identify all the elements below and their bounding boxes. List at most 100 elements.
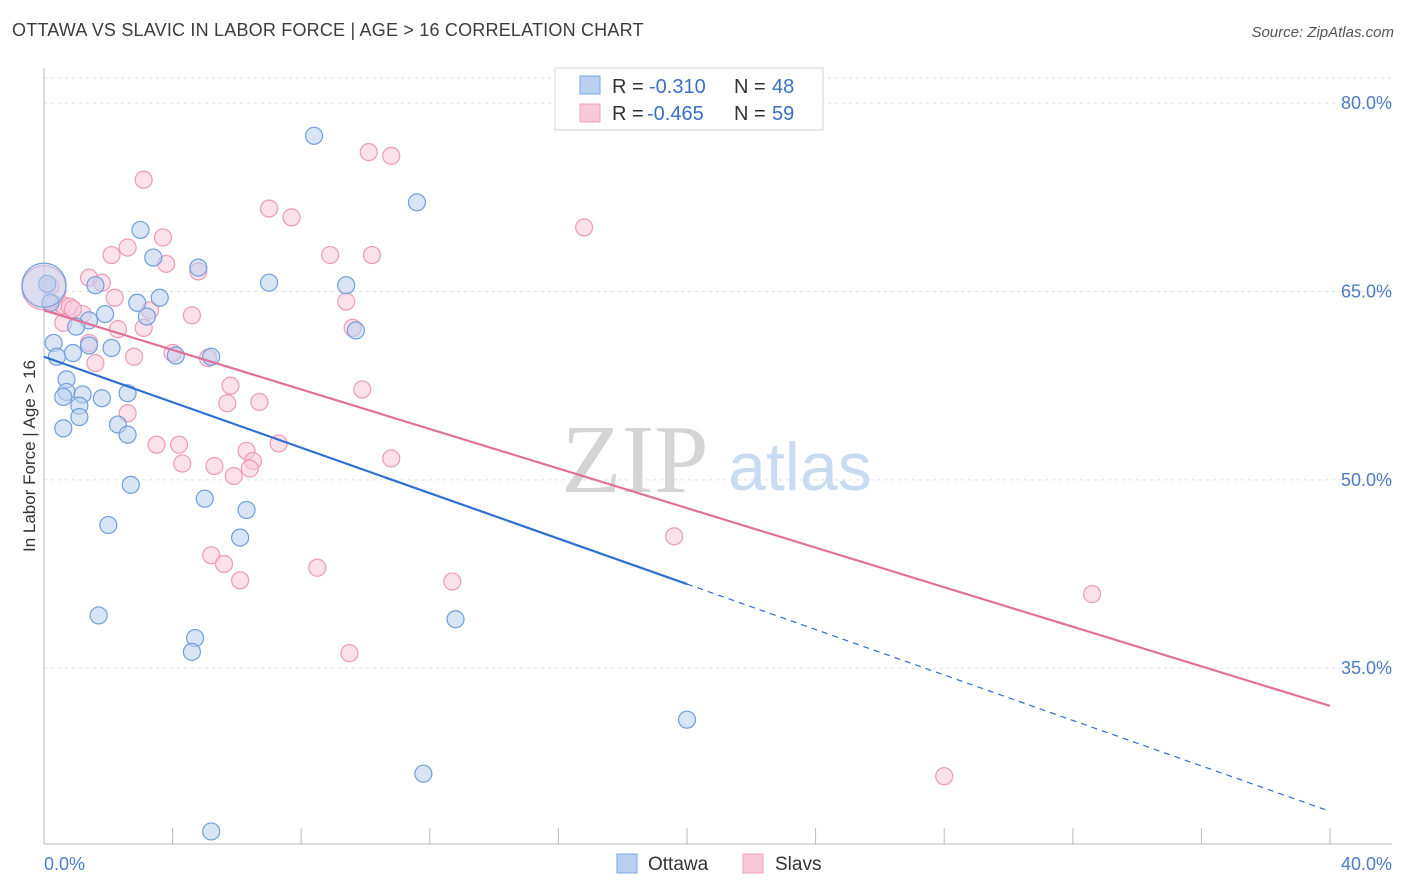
ottawa-point xyxy=(182,642,201,661)
slavs-point xyxy=(321,245,340,265)
ottawa-point xyxy=(202,822,221,841)
slavs-trend-line xyxy=(43,309,1331,707)
slavs-point xyxy=(250,392,269,412)
ottawa-point xyxy=(95,304,115,324)
slavs-point xyxy=(118,238,137,257)
slavs-point xyxy=(86,353,105,373)
ottawa-point xyxy=(54,419,73,438)
ottawa-point xyxy=(99,515,118,535)
ottawa-point xyxy=(63,343,83,363)
slavs-point xyxy=(308,558,327,577)
ottawa-points xyxy=(21,126,697,841)
ottawa-point xyxy=(21,262,67,308)
ottawa-point xyxy=(337,276,356,295)
slavs-point xyxy=(231,571,250,590)
ottawa-point xyxy=(54,387,73,407)
y-tick-label: 50.0% xyxy=(1341,470,1392,490)
ottawa-point xyxy=(131,220,150,240)
ottawa-point xyxy=(118,425,137,444)
ottawa-point xyxy=(189,258,208,277)
slavs-point xyxy=(575,218,594,237)
chart-source: Source: ZipAtlas.com xyxy=(1251,24,1394,41)
ottawa-point xyxy=(79,336,99,355)
slavs-point xyxy=(182,306,201,325)
slavs-point xyxy=(105,288,124,307)
ottawa-point xyxy=(195,489,214,508)
ottawa-point xyxy=(304,126,324,145)
legend-n-value-slavs: 59 xyxy=(772,103,794,125)
ottawa-point xyxy=(70,407,89,427)
slavs-point xyxy=(443,572,462,591)
slavs-point xyxy=(202,546,221,565)
y-tick-label: 65.0% xyxy=(1341,281,1392,301)
ottawa-point xyxy=(346,321,365,340)
trend-lines xyxy=(43,309,1331,812)
x-axis-ticks xyxy=(43,828,1331,844)
legend-box: R = -0.310 N = 48 R = -0.465 N = 59 xyxy=(554,67,824,131)
legend-r-value-ottawa: -0.310 xyxy=(649,76,706,98)
ottawa-point xyxy=(144,248,163,267)
ottawa-trend-line xyxy=(43,355,688,586)
ottawa-point xyxy=(237,500,256,520)
ottawa-trend-extension xyxy=(686,583,1331,812)
bottom-legend: Ottawa Slavs xyxy=(616,853,821,875)
bottom-legend-label-slavs: Slavs xyxy=(775,854,821,875)
ottawa-point xyxy=(121,475,140,494)
bottom-legend-swatch-slavs xyxy=(742,853,764,874)
bottom-legend-swatch-ottawa xyxy=(616,853,638,874)
slavs-point xyxy=(153,228,173,247)
bottom-legend-label-ottawa: Ottawa xyxy=(648,854,709,875)
slavs-point xyxy=(218,394,237,413)
ottawa-point xyxy=(47,347,66,366)
chart-title: OTTAWA VS SLAVIC IN LABOR FORCE | AGE > … xyxy=(12,20,644,40)
slavs-point xyxy=(240,459,259,478)
slavs-point xyxy=(340,644,359,663)
ottawa-point xyxy=(407,193,427,212)
y-tick-label: 80.0% xyxy=(1341,93,1392,113)
watermark-atlas: atlas xyxy=(728,429,872,505)
slavs-point xyxy=(147,435,166,454)
y-tick-label: 35.0% xyxy=(1341,658,1392,678)
ottawa-point xyxy=(102,338,121,358)
slavs-points xyxy=(21,142,1102,786)
slavs-point xyxy=(205,456,224,476)
slavs-point xyxy=(124,347,144,366)
ottawa-point xyxy=(231,528,250,547)
x-tick-label-1: 40.0% xyxy=(1341,854,1392,874)
slavs-point xyxy=(221,376,240,395)
slavs-point xyxy=(214,554,234,574)
slavs-point xyxy=(134,170,153,189)
slavs-point xyxy=(173,454,192,473)
legend-n-value-ottawa: 48 xyxy=(772,76,794,98)
slavs-point xyxy=(359,142,378,162)
ottawa-point xyxy=(89,606,108,625)
ottawa-point xyxy=(150,288,169,307)
slavs-point xyxy=(935,767,954,786)
slavs-point xyxy=(665,527,684,546)
slavs-point xyxy=(382,146,401,165)
slavs-point xyxy=(63,299,83,319)
slavs-point xyxy=(362,245,382,265)
slavs-point xyxy=(337,292,356,311)
y-axis-label: In Labor Force | Age > 16 xyxy=(20,360,39,552)
slavs-point xyxy=(353,380,372,399)
slavs-point xyxy=(259,199,279,218)
legend-r-label-slavs: R = xyxy=(612,103,644,125)
legend-swatch-slavs xyxy=(579,103,601,123)
ottawa-point xyxy=(92,389,111,408)
slavs-point xyxy=(102,245,121,265)
watermark-zip: ZIP xyxy=(562,406,709,514)
legend-n-label-ottawa: N = xyxy=(734,76,766,98)
legend-r-value-slavs: -0.465 xyxy=(647,103,704,125)
ottawa-point xyxy=(38,274,57,294)
slavs-point xyxy=(224,466,243,486)
legend-r-label-ottawa: R = xyxy=(612,76,644,98)
ottawa-point xyxy=(446,610,465,629)
legend-n-label-slavs: N = xyxy=(734,103,766,125)
slavs-point xyxy=(382,449,401,468)
ottawa-point xyxy=(259,273,279,292)
ottawa-point xyxy=(128,293,147,312)
ottawa-point xyxy=(414,764,433,783)
ottawa-point xyxy=(137,307,156,326)
